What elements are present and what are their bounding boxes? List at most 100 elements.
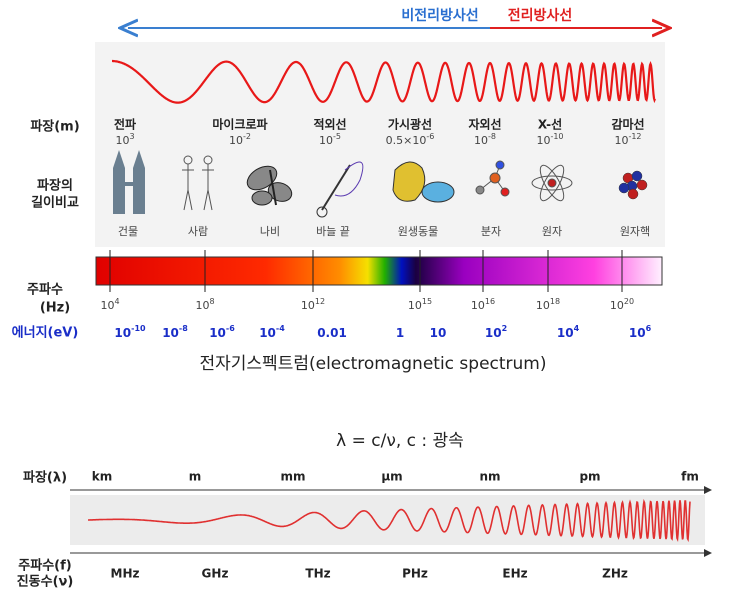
energy-label-base: 10: [162, 326, 179, 340]
band-name: 가시광선: [388, 117, 432, 132]
band-wavelength-base: 10: [536, 134, 550, 147]
icon-needle: [316, 161, 364, 218]
energy-label-exp: -8: [179, 324, 188, 333]
energy-label-exp: -4: [276, 324, 285, 333]
formula: λ = c/ν, c : 광속: [336, 431, 464, 451]
energy-label-exp: -6: [226, 324, 235, 333]
frequency-unit: MHz: [111, 567, 140, 581]
ionizing-label: 전리방사선: [508, 7, 572, 24]
frequency-tick-label-base: 10: [301, 299, 315, 312]
energy-label-base: 10: [259, 326, 276, 340]
icon-nucleus: [618, 170, 648, 200]
energy-label-base: 10: [209, 326, 226, 340]
energy-label: 102: [485, 324, 507, 340]
energy-label: 에너지(eV): [12, 325, 79, 341]
band-wavelength-base: 10: [614, 134, 628, 147]
energy-label: 10-8: [162, 324, 188, 340]
object-name: 건물: [118, 225, 138, 238]
band-wavelength-base: 10: [474, 134, 488, 147]
icon-people: [182, 155, 214, 211]
frequency-tick-label-exp: 15: [422, 297, 432, 306]
band-wavelength: 10-5: [319, 132, 341, 148]
object-name: 바늘 끝: [316, 225, 350, 238]
band-wavelength: 103: [115, 132, 134, 148]
energy-label-exp: -10: [131, 324, 146, 333]
bottom-wave: [88, 498, 691, 543]
energy-label-exp: 6: [646, 324, 652, 333]
frequency-tick-label-base: 10: [610, 299, 624, 312]
frequency-tick-label-base: 10: [408, 299, 422, 312]
frequency-tick-label-exp: 18: [550, 297, 560, 306]
spectrum-title: 전자기스펙트럼(electromagnetic spectrum): [200, 354, 547, 374]
energy-label-base: 1: [396, 326, 404, 340]
object-name: 원자핵: [620, 225, 650, 238]
frequency-tick-label-exp: 16: [485, 297, 495, 306]
band-wavelength-exp: -5: [333, 132, 341, 141]
band-name: 전파: [114, 117, 136, 132]
panel: [95, 42, 665, 247]
energy-label: 1: [396, 326, 404, 340]
frequency-label: (Hz): [40, 301, 70, 316]
wavelength-unit: μm: [381, 470, 402, 484]
icon-atom: [531, 164, 573, 202]
frequency-tick-label-exp: 8: [209, 297, 214, 306]
frequency-tick-label: 1016: [471, 297, 495, 313]
band-wavelength: 0.5×10-6: [386, 132, 435, 148]
compare-label: 길이비교: [31, 195, 79, 211]
compare-label: 파장의: [37, 178, 73, 194]
band-name: 적외선: [313, 117, 346, 132]
frequency-unit: EHz: [502, 567, 527, 581]
energy-label: 10-4: [259, 324, 285, 340]
wave: [112, 59, 657, 104]
energy-label: 104: [557, 324, 580, 340]
object-name: 분자: [481, 225, 501, 238]
band-wavelength: 10-10: [536, 132, 563, 148]
non-ionizing-label: 비전리방사선: [401, 7, 478, 24]
energy-label: 0.01: [317, 326, 347, 340]
energy-label: 10-10: [114, 324, 146, 340]
wavelength-unit: km: [92, 470, 112, 484]
energy-label: 10-6: [209, 324, 235, 340]
energy-label-base: 10: [629, 326, 646, 340]
band-wavelength-exp: -10: [550, 132, 563, 141]
bottom-frequency-label: 진동수(ν): [17, 574, 74, 590]
energy-label: 10: [430, 326, 447, 340]
band-wavelength: 10-2: [229, 132, 251, 148]
frequency-tick-label: 104: [100, 297, 119, 313]
bottom-wavelength-label: 파장(λ): [23, 470, 67, 486]
icon-building: [113, 150, 145, 214]
wavelength-unit: mm: [280, 470, 305, 484]
frequency-tick-label: 1020: [610, 297, 634, 313]
icon-molecule: [475, 160, 510, 197]
frequency-tick-label-exp: 4: [114, 297, 119, 306]
frequency-tick-label: 1012: [301, 297, 325, 313]
energy-label-base: 10: [485, 326, 502, 340]
frequency-unit: THz: [305, 567, 330, 581]
band-wavelength-exp: -12: [628, 132, 641, 141]
energy-label: 106: [629, 324, 652, 340]
band-wavelength-base: 10: [229, 134, 243, 147]
frequency-tick-label: 1015: [408, 297, 432, 313]
bottom-frequency-label: 주파수(f): [18, 559, 71, 574]
frequency-tick-label-base: 10: [536, 299, 550, 312]
band-wavelength-exp: -8: [488, 132, 496, 141]
frequency-tick-label-base: 10: [100, 299, 114, 312]
band-wavelength-base: 10: [319, 134, 333, 147]
band-wavelength-exp: -6: [426, 132, 434, 141]
frequency-unit: GHz: [202, 567, 229, 581]
frequency-tick-label: 108: [195, 297, 214, 313]
object-name: 원생동물: [398, 225, 438, 238]
band-wavelength: 10-12: [614, 132, 641, 148]
object-name: 원자: [542, 225, 562, 238]
energy-label-base: 10: [557, 326, 574, 340]
wavelength-unit: m: [189, 470, 202, 484]
icon-butterfly: [246, 165, 293, 206]
energy-label-base: 10: [430, 326, 447, 340]
frequency-tick-label-exp: 20: [624, 297, 634, 306]
frequency-tick-label-exp: 12: [315, 297, 325, 306]
energy-label-exp: 4: [574, 324, 580, 333]
object-name: 나비: [260, 225, 280, 238]
energy-label-base: 0.01: [317, 326, 347, 340]
band-wavelength-exp: -2: [243, 132, 251, 141]
